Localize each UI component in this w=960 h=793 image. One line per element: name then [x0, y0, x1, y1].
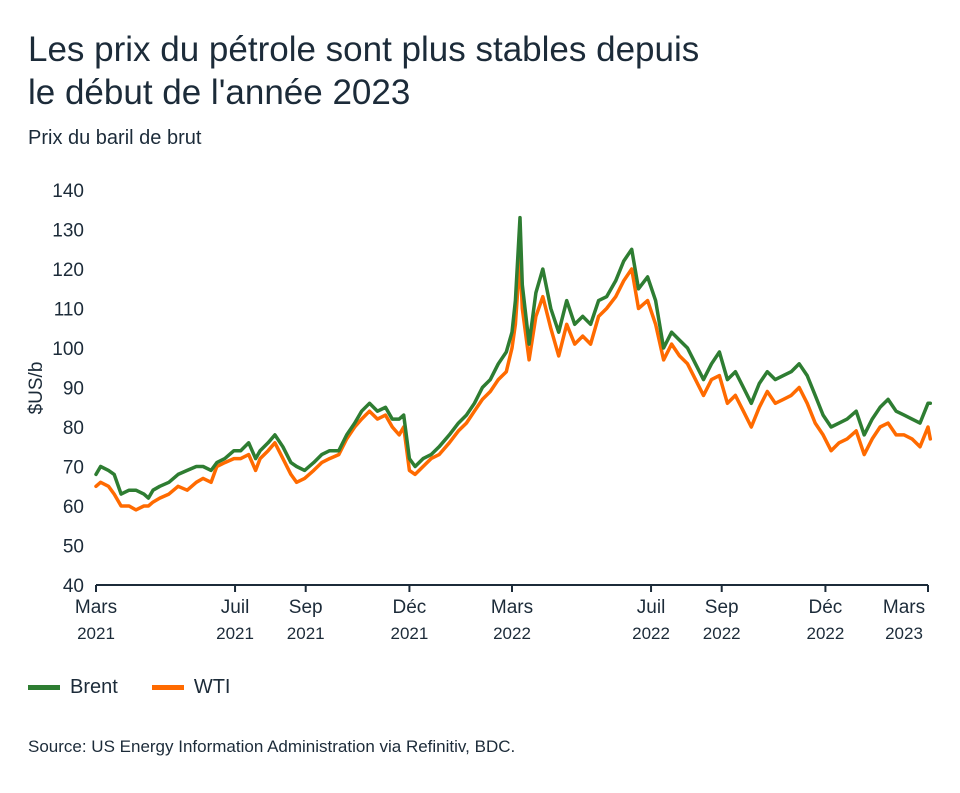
x-tick-label-month: Sep — [705, 597, 739, 618]
chart-title-line1: Les prix du pétrole sont plus stables de… — [28, 30, 700, 69]
x-tick-label-month: Mars — [75, 597, 117, 618]
y-tick-label: 50 — [63, 537, 84, 558]
y-tick-label: 70 — [63, 458, 84, 479]
y-tick-label: 90 — [63, 379, 84, 400]
x-tick-label-year: 2021 — [216, 624, 254, 643]
y-tick-label: 80 — [63, 418, 84, 439]
x-axis: Mars 2021 Juil 2021 Sep 2021 Déc 2021 Mars 2022 Ju… — [75, 584, 929, 643]
legend-swatch-brent — [28, 685, 60, 690]
series-line-brent — [94, 215, 933, 500]
y-tick-label: 110 — [54, 300, 84, 321]
x-tick-label-month: Juil — [637, 597, 666, 618]
y-tick-label: 40 — [63, 576, 84, 597]
x-tick-label-month: Juil — [221, 597, 250, 618]
chart-title: Les prix du pétrole sont plus stables de… — [28, 28, 928, 114]
legend-label-wti: WTI — [193, 676, 231, 698]
x-tick-label-year: 2021 — [391, 624, 429, 643]
x-tick-label-year: 2022 — [807, 624, 845, 643]
y-tick-label: 140 — [52, 181, 84, 202]
legend-label-brent: Brent — [70, 676, 118, 698]
legend-item-brent: Brent — [28, 676, 118, 699]
y-tick-label: 130 — [52, 221, 84, 242]
y-axis-label: $US/b — [26, 362, 47, 415]
x-tick-label-year: 2021 — [287, 624, 325, 643]
x-tick-label-month: Mars — [883, 597, 925, 618]
series-line-wti — [94, 255, 933, 512]
legend: Brent WTI — [28, 676, 230, 699]
source-note: Source: US Energy Information Administra… — [28, 737, 516, 756]
legend-item-wti: WTI — [151, 676, 231, 699]
x-tick-label-month: Sep — [289, 597, 323, 618]
legend-swatch-wti — [151, 685, 184, 690]
x-tick-label-year: 2021 — [77, 624, 115, 643]
chart-subtitle: Prix du baril de brut — [28, 127, 202, 149]
y-tick-label: 120 — [52, 260, 84, 281]
y-axis: 40 50 60 70 80 90 100 110 120 130 140 — [52, 181, 84, 597]
x-tick-label-year: 2023 — [885, 624, 923, 643]
y-tick-label: 60 — [63, 497, 84, 518]
x-tick-label-year: 2022 — [632, 624, 670, 643]
x-tick-label-month: Déc — [809, 597, 843, 618]
x-tick-label-year: 2022 — [703, 624, 741, 643]
x-tick-label-month: Mars — [491, 597, 533, 618]
chart-title-line2: le début de l'année 2023 — [28, 73, 411, 112]
y-tick-label: 100 — [52, 339, 84, 360]
x-tick-label-month: Déc — [393, 597, 427, 618]
series-layer — [94, 215, 933, 512]
x-tick-label-year: 2022 — [493, 624, 531, 643]
line-chart: 40 50 60 70 80 90 100 110 120 130 140 Mars 2021 Juil… — [26, 181, 933, 643]
